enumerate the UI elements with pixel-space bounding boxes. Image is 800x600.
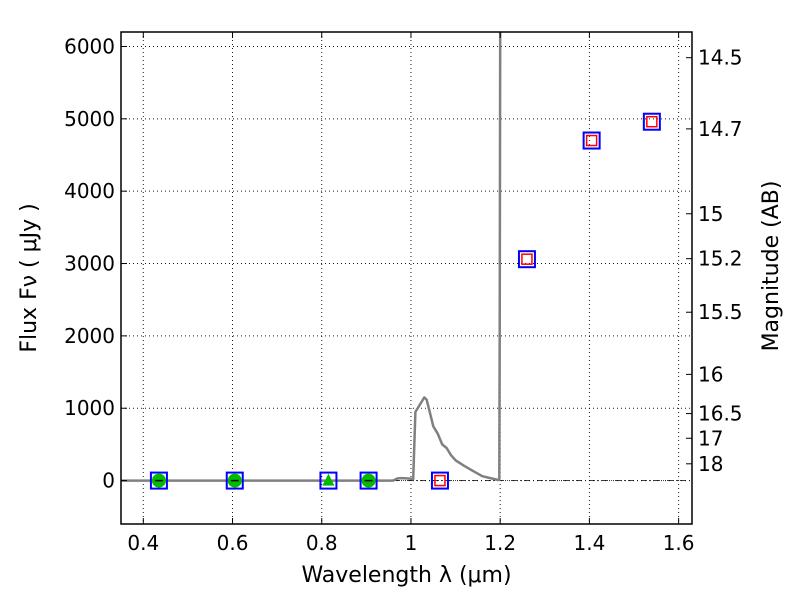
y-axis-label: Flux Fν ( μJy ) [17, 203, 42, 352]
right-tick-label: 15.5 [698, 300, 743, 324]
data-point-square [319, 471, 338, 490]
right-tick-label: 16.5 [698, 402, 743, 426]
right-tick-label: 14.7 [698, 117, 743, 141]
right-tick-label: 15.2 [698, 247, 743, 271]
x-tick-label: 0.6 [217, 531, 249, 555]
data-point-square [585, 134, 598, 147]
x-tick-label: 1.2 [484, 531, 516, 555]
data-point-square [359, 471, 378, 490]
data-point-square [646, 115, 658, 128]
x-axis-label: Wavelength λ (μm) [301, 563, 511, 588]
y-tick-label: 5000 [64, 107, 115, 131]
right-axis-label: Magnitude (AB) [759, 181, 784, 352]
grid-layer [121, 32, 692, 524]
data-point-square [582, 131, 601, 150]
x-tick-label: 1 [405, 531, 418, 555]
tick-labels-layer: 0.4 0.6 0.8 1 1.2 1.4 1.6 0 1000 2000 3000 4000 5000… [64, 34, 742, 555]
data-point-square [642, 112, 661, 131]
x-tick-label: 0.8 [306, 531, 338, 555]
y-tick-label: 2000 [64, 324, 115, 348]
y-tick-label: 0 [102, 469, 115, 493]
right-tick-label: 15 [698, 202, 723, 226]
right-tick-label: 17 [698, 426, 723, 450]
data-point-triangle [322, 473, 335, 486]
data-point-square [225, 471, 244, 490]
data-point-square [521, 253, 533, 265]
y-tick-label: 6000 [64, 34, 115, 58]
x-tick-label: 1.4 [573, 531, 605, 555]
data-points-layer [149, 112, 661, 490]
data-point-square [517, 250, 536, 269]
data-point-square [430, 471, 449, 490]
ticks-layer [121, 32, 692, 524]
model-spectrum-layer [121, 31, 502, 482]
x-tick-label: 1.6 [663, 531, 695, 555]
y-tick-label: 3000 [64, 252, 115, 276]
plot-frame [120, 31, 693, 525]
data-point-square [434, 474, 446, 487]
y-tick-label: 1000 [64, 396, 115, 420]
right-tick-label: 14.5 [698, 46, 743, 70]
y-tick-label: 4000 [64, 179, 115, 203]
right-tick-label: 18 [698, 452, 723, 476]
model-spectrum-line [121, 31, 502, 482]
data-point-square [149, 471, 168, 490]
x-tick-label: 0.4 [127, 531, 159, 555]
right-tick-label: 16 [698, 362, 723, 386]
